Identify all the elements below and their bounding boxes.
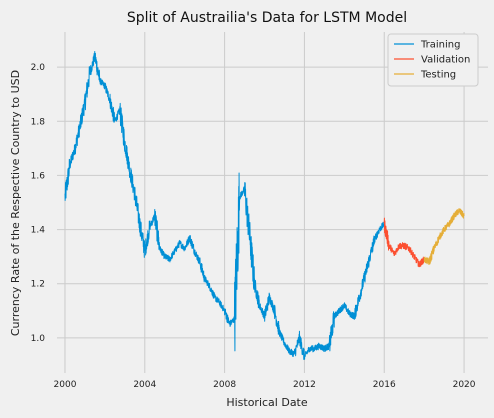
series-line-training (64, 51, 385, 360)
x-tick-label: 2008 (213, 380, 236, 390)
legend-label-training: Training (420, 40, 460, 51)
x-tick-label: 2000 (54, 380, 77, 390)
x-tick-label: 2012 (293, 380, 316, 390)
series-layer (64, 51, 465, 360)
y-tick-label: 1.0 (31, 334, 46, 344)
legend-box (387, 33, 479, 87)
y-axis-label: Currency Rate of the Respective Country … (9, 70, 22, 336)
y-tick-label: 1.2 (31, 280, 45, 290)
x-tick-label: 2020 (453, 380, 476, 390)
x-axis-label: Historical Date (226, 396, 308, 409)
series-line-validation (383, 217, 425, 268)
x-tick-label: 2016 (373, 380, 396, 390)
chart-title: Split of Austrailia's Data for LSTM Mode… (127, 10, 407, 26)
x-tick-label: 2004 (133, 380, 156, 390)
legend-label-validation: Validation (421, 55, 470, 66)
tick-labels: 2000 2004 2008 2012 2016 2020 1.0 1.2 1.4 1.6 1.8 2… (31, 63, 476, 390)
y-tick-label: 1.4 (31, 226, 46, 236)
y-tick-label: 2.0 (31, 63, 46, 73)
legend: Training Validation Testing (387, 33, 479, 87)
plot-area (57, 32, 488, 373)
y-tick-label: 1.8 (31, 117, 46, 127)
series-line-testing (423, 208, 465, 265)
grid (57, 32, 488, 373)
legend-label-testing: Testing (420, 70, 456, 81)
y-tick-label: 1.6 (31, 171, 46, 181)
